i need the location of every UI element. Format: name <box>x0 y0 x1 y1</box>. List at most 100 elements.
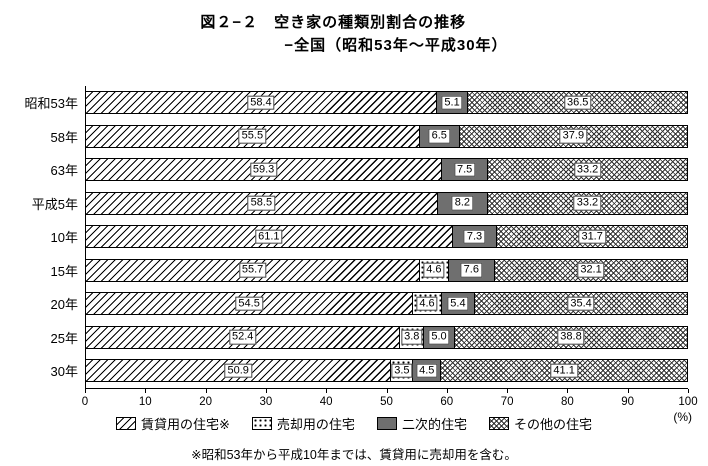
bar-segment-other: 31.7 <box>496 226 687 248</box>
value-label: 50.9 <box>224 363 252 379</box>
bar-segment-rental: 52.4 <box>86 326 400 348</box>
x-tick-label: 30 <box>259 395 273 408</box>
category-label: 20年 <box>50 297 78 313</box>
chart-row: 30年 50.9 3.5 4.5 41.1 <box>0 354 700 388</box>
chart-row: 10年 61.1 7.3 31.7 <box>0 220 700 254</box>
value-label: 38.8 <box>557 329 585 345</box>
x-tick <box>567 388 569 393</box>
y-axis-line <box>85 86 86 388</box>
bar-track: 55.5 6.5 37.9 <box>85 124 688 148</box>
x-tick <box>446 388 448 393</box>
value-label: 32.1 <box>577 262 605 278</box>
bar-track: 61.1 7.3 31.7 <box>85 225 688 249</box>
bar-segment-rental: 50.9 <box>86 360 391 382</box>
legend-item-secondary: 二次的住宅 <box>376 414 467 433</box>
x-tick-label: 70 <box>500 395 514 408</box>
x-tick-label: 20 <box>199 395 212 408</box>
bar-segment-rental: 55.7 <box>86 259 420 281</box>
value-label: 4.5 <box>416 363 438 379</box>
value-label: 5.4 <box>447 296 469 312</box>
bar-segment-secondary: 7.3 <box>451 226 497 248</box>
value-label: 6.5 <box>428 128 450 144</box>
bar-track: 54.5 4.6 5.4 35.4 <box>85 292 688 316</box>
bar-segment-secondary: 4.5 <box>412 360 441 382</box>
bar-segment-secondary: 5.0 <box>423 326 454 348</box>
x-tick <box>85 388 86 393</box>
category-label: 58年 <box>50 129 78 145</box>
bar-segment-for-sale: 4.6 <box>419 259 448 281</box>
x-tick <box>205 388 207 393</box>
legend-item-for-sale: 売却用の住宅 <box>251 414 355 433</box>
chart-row: 20年 54.5 4.6 5.4 35.4 <box>0 287 700 321</box>
bar-segment-other: 35.4 <box>474 293 687 315</box>
value-label: 7.5 <box>454 162 476 178</box>
value-label: 33.2 <box>573 195 602 211</box>
x-tick-label: 50 <box>380 395 393 408</box>
bar-segment-rental: 54.5 <box>86 293 413 315</box>
chart-row: 58年 55.5 6.5 37.9 <box>0 120 700 154</box>
legend-label: 賃貸用の住宅※ <box>141 417 230 432</box>
value-label: 4.6 <box>423 262 445 278</box>
value-label: 37.9 <box>559 128 588 144</box>
bar-segment-other: 38.8 <box>453 326 688 348</box>
bar-segment-other: 37.9 <box>458 125 687 147</box>
chart-title-line2: −全国（昭和53年〜平成30年） <box>284 36 508 54</box>
bar-segment-other: 36.5 <box>467 92 687 114</box>
x-tick <box>265 388 267 393</box>
chart-row: 平成5年 58.5 8.2 33.2 <box>0 187 700 221</box>
value-label: 55.5 <box>238 128 267 144</box>
chart-title-line1: 図２−２ 空き家の種類別割合の推移 <box>200 14 467 31</box>
bar-segment-rental: 55.5 <box>86 125 419 147</box>
value-label: 54.5 <box>235 296 263 312</box>
category-label: 25年 <box>50 330 78 346</box>
chart-plot-area: 昭和53年 58.4 5.1 36.5 58年 55.5 6.5 37.9 63年 59.3 7.5… <box>0 86 700 388</box>
value-label: 3.8 <box>401 329 423 345</box>
bar-segment-secondary: 6.5 <box>418 125 459 147</box>
category-label: 平成5年 <box>31 196 78 212</box>
bar-segment-secondary: 7.6 <box>447 259 495 281</box>
bar-track: 59.3 7.5 33.2 <box>85 158 688 182</box>
category-label: 15年 <box>50 263 78 279</box>
x-tick-label: 10 <box>138 395 152 408</box>
legend-swatch-other <box>488 417 509 430</box>
value-label: 58.5 <box>247 195 276 211</box>
legend-label: その他の住宅 <box>513 417 592 432</box>
x-axis: (%) 0 10 20 30 40 50 60 70 80 90 100 <box>82 387 698 424</box>
chart-row: 63年 59.3 7.5 33.2 <box>0 153 700 187</box>
legend-label: 二次的住宅 <box>401 417 467 432</box>
bar-track: 58.5 8.2 33.2 <box>85 191 688 215</box>
x-tick-label: 40 <box>319 395 333 408</box>
bar-track: 55.7 4.6 7.6 32.1 <box>85 258 688 282</box>
legend-swatch-for-sale <box>251 417 272 430</box>
value-label: 58.4 <box>247 95 275 111</box>
category-label: 63年 <box>50 163 78 179</box>
chart-row: 15年 55.7 4.6 7.6 32.1 <box>0 254 700 288</box>
value-label: 4.6 <box>416 296 438 312</box>
bar-segment-rental: 58.4 <box>86 92 436 114</box>
x-tick <box>688 388 689 393</box>
value-label: 3.5 <box>391 363 413 379</box>
chart-row: 25年 52.4 3.8 5.0 38.8 <box>0 321 700 355</box>
bar-segment-rental: 61.1 <box>86 226 452 248</box>
bar-segment-other: 33.2 <box>487 159 687 181</box>
legend-swatch-secondary <box>376 417 397 430</box>
x-tick-label: 100 <box>678 395 698 408</box>
value-label: 7.3 <box>463 229 486 245</box>
bar-segment-for-sale: 3.8 <box>399 326 424 348</box>
bar-segment-secondary: 7.5 <box>441 159 488 181</box>
bar-segment-for-sale: 3.5 <box>390 360 413 382</box>
bar-segment-other: 33.2 <box>486 192 687 214</box>
bar-segment-rental: 58.5 <box>86 192 437 214</box>
value-label: 5.1 <box>441 95 463 111</box>
category-label: 昭和53年 <box>24 96 78 112</box>
value-label: 59.3 <box>249 162 278 178</box>
legend-swatch-rental <box>116 417 137 430</box>
value-label: 31.7 <box>578 229 606 245</box>
legend-item-rental: 賃貸用の住宅※ <box>116 414 230 433</box>
category-label: 30年 <box>50 364 78 380</box>
value-label: 52.4 <box>228 329 257 345</box>
stacked-bar-chart: 昭和53年 58.4 5.1 36.5 58年 55.5 6.5 37.9 63年 59.3 7.5… <box>0 86 700 424</box>
value-label: 61.1 <box>255 229 283 245</box>
chart-row: 昭和53年 58.4 5.1 36.5 <box>0 86 700 120</box>
